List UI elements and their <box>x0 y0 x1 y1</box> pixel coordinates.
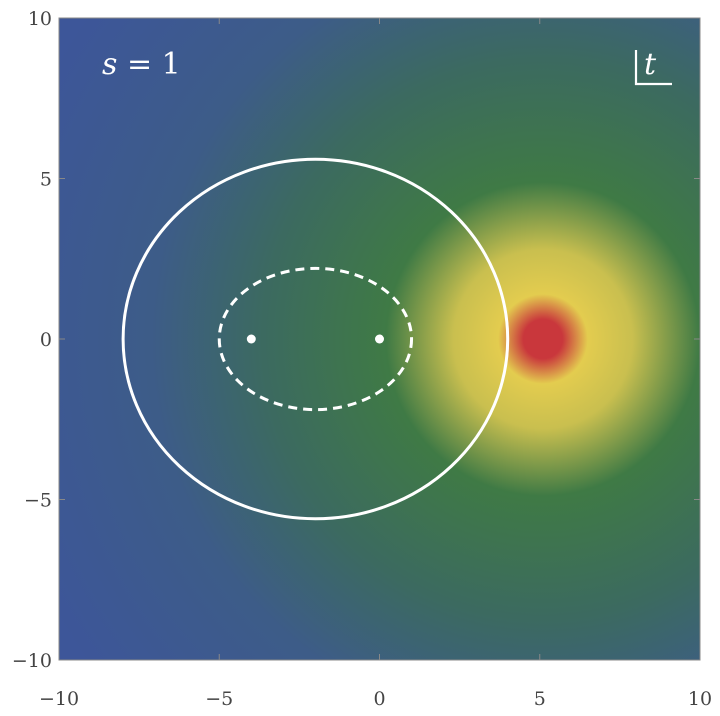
y-tick-label: −5 <box>24 490 52 512</box>
y-tick-label: 0 <box>40 329 52 351</box>
marked-point-2 <box>375 334 384 344</box>
marked-point-1 <box>246 334 256 344</box>
y-tick-label: 10 <box>28 8 52 30</box>
dashed-ellipse-contour <box>217 266 414 412</box>
corner-icon: t <box>634 47 672 86</box>
x-tick-label: −10 <box>39 688 79 710</box>
x-tick-label: 5 <box>534 688 546 710</box>
x-tick-label: 10 <box>688 688 712 710</box>
y-axis: −10 −5 0 5 10 <box>12 8 700 672</box>
x-tick-label: −5 <box>205 688 233 710</box>
y-tick-label: 5 <box>40 169 52 191</box>
corner-bracket-icon <box>634 50 672 86</box>
y-tick-label: −10 <box>12 650 52 672</box>
parameter-label: s = 1 <box>102 47 181 82</box>
corner-symbol-label: t <box>644 47 657 82</box>
solid-circle-contour <box>121 157 510 521</box>
x-tick-label: 0 <box>373 688 385 710</box>
points-layer <box>246 334 384 344</box>
x-axis: −10 −5 0 5 10 <box>39 18 712 710</box>
